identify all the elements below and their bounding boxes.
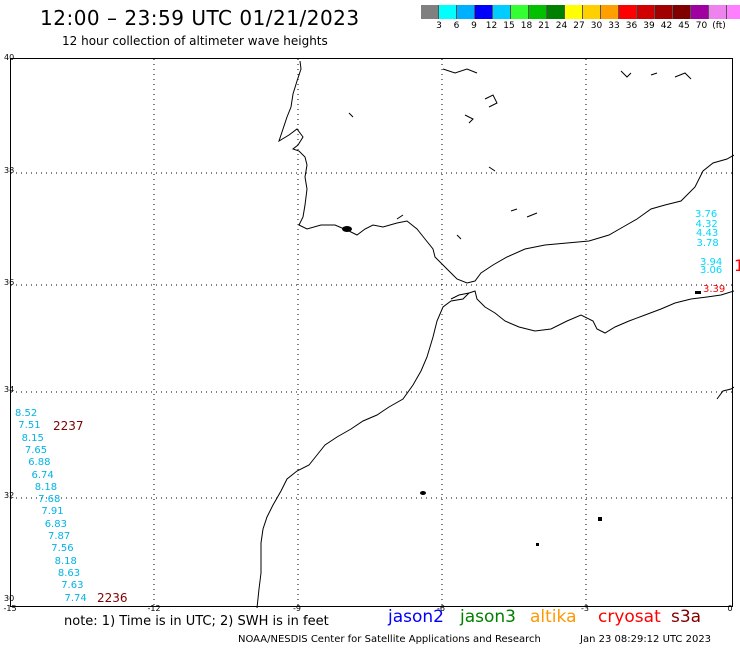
lat-label-40: 40 — [4, 53, 15, 62]
wave-height-value: 7.63 — [61, 580, 84, 592]
wave-height-value: 7.68 — [38, 494, 61, 506]
wave-height-value: 3.94 — [700, 257, 723, 268]
wave-height-value: 4.43 — [696, 228, 719, 239]
legend-label: (ft) — [712, 21, 726, 31]
legend-swatch — [672, 5, 690, 19]
legend-label: 3 — [436, 21, 442, 31]
legend-swatch — [582, 5, 600, 19]
legend-swatch — [600, 5, 618, 19]
legend-swatch — [618, 5, 636, 19]
legend-label: 30 — [590, 21, 603, 31]
page-title: 12:00 – 23:59 UTC 01/21/2023 — [40, 6, 360, 30]
legend-swatch — [546, 5, 564, 19]
east-value-coast: 3.39 — [703, 284, 726, 295]
satellite-s3a: s3a — [671, 607, 702, 627]
lon-label-m3: -3 — [581, 604, 589, 613]
lat-label-34: 34 — [4, 385, 15, 394]
wave-height-value: 6.74 — [31, 469, 54, 481]
legend-swatch — [726, 5, 740, 19]
legend-swatch — [492, 5, 510, 19]
satellite-jason3: jason3 — [460, 607, 516, 627]
legend-swatch — [690, 5, 708, 19]
wave-height-value: 3.76 — [695, 209, 718, 220]
wave-height-value: 7.56 — [51, 543, 74, 555]
satellite-jason2: jason2 — [388, 607, 444, 627]
wave-height-value: 8.18 — [54, 555, 77, 567]
legend-swatch — [564, 5, 582, 19]
coastline — [256, 60, 734, 608]
lat-label-32: 32 — [4, 491, 15, 500]
wave-height-value: 6.83 — [44, 518, 67, 530]
wave-height-value: 8.52 — [15, 408, 38, 419]
legend-labels: 3 6 9 12 15 18 21 24 27 30 33 36 39 42 45 70 (ft) — [421, 21, 740, 33]
satellite-altika: altika — [530, 607, 577, 627]
lon-label-m12: -12 — [147, 604, 161, 613]
legend-swatch — [474, 5, 492, 19]
legend-swatch — [708, 5, 726, 19]
legend-label: 45 — [678, 21, 690, 31]
wave-height-value: 7.51 — [18, 420, 41, 432]
wave-height-value: 3.78 — [696, 237, 719, 249]
legend-label: 42 — [660, 21, 673, 31]
legend-swatch — [636, 5, 654, 19]
pass-label-2237: 2237 — [53, 419, 84, 433]
wave-height-value: 8.18 — [34, 481, 58, 493]
footer-generated: Jan 23 08:29:12 UTC 2023 — [580, 634, 712, 645]
legend-swatch — [421, 5, 438, 19]
inland-lakes — [348, 68, 692, 240]
footer-credit: NOAA/NESDIS Center for Satellite Applica… — [238, 634, 541, 645]
legend-swatch — [654, 5, 672, 19]
lon-label-m6: -6 — [437, 604, 445, 613]
wave-height-value: 4.32 — [695, 218, 718, 230]
graticule — [11, 59, 734, 608]
legend-label: 6 — [453, 21, 460, 31]
legend-label: 12 — [485, 21, 498, 31]
footer-note: note: 1) Time is in UTC; 2) SWH is in fe… — [64, 614, 329, 629]
legend-label: 24 — [555, 21, 568, 31]
wave-height-value: 8.15 — [21, 432, 44, 444]
page-subtitle: 12 hour collection of altimeter wave hei… — [62, 34, 328, 48]
legend-label: 39 — [643, 21, 655, 31]
wave-height-value: 8.63 — [57, 567, 81, 579]
legend-swatch — [528, 5, 546, 19]
wave-height-value: 6.88 — [28, 457, 51, 469]
pass-label-2236: 2236 — [97, 591, 128, 605]
wave-height-value: 7.65 — [24, 444, 48, 456]
east-edge-marker: 1 — [734, 256, 740, 275]
legend-swatches — [421, 5, 740, 19]
legend-label: 27 — [573, 21, 585, 31]
map-panel[interactable] — [10, 58, 734, 608]
legend-label: 21 — [538, 21, 550, 31]
wave-height-value: 7.91 — [41, 506, 64, 518]
coastline-map — [11, 59, 734, 608]
legend-label: 18 — [520, 21, 533, 31]
legend-label: 33 — [608, 21, 620, 31]
legend-swatch — [456, 5, 474, 19]
lon-label-0: 0 — [727, 604, 733, 613]
lon-label-m9: -9 — [293, 604, 301, 613]
lat-label-36: 36 — [4, 278, 15, 287]
wave-height-value: 7.74 — [64, 592, 87, 604]
lat-label-38: 38 — [4, 166, 15, 175]
legend-swatch — [438, 5, 456, 19]
legend-label: 9 — [471, 21, 477, 31]
legend-label: 36 — [625, 21, 638, 31]
legend-swatch — [510, 5, 528, 19]
islands — [342, 226, 701, 546]
legend-label: 15 — [503, 21, 515, 31]
legend-label: 70 — [695, 21, 708, 31]
lat-label-30: 30 — [4, 594, 15, 603]
color-legend: 3 6 9 12 15 18 21 24 27 30 33 36 39 42 45 70 (ft) — [421, 5, 740, 33]
lon-label-m15: -15 — [3, 604, 17, 613]
satellite-cryosat: cryosat — [598, 607, 661, 627]
wave-height-value: 7.87 — [48, 531, 71, 542]
wave-height-value: 3.06 — [700, 265, 723, 276]
